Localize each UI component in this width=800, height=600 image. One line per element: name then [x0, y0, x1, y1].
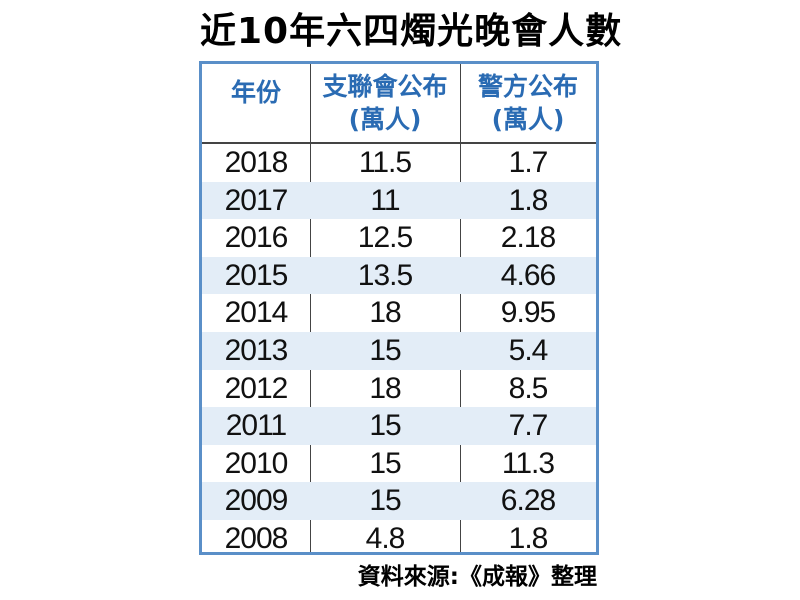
cell-police-count: 1.8 — [508, 521, 549, 555]
table-row: 2010 15 11.3 — [202, 445, 596, 483]
cell-alliance-count: 4.8 — [365, 521, 406, 555]
cell-year: 2008 — [224, 521, 289, 555]
cell-alliance-count: 12.5 — [357, 221, 413, 255]
cell-year: 2009 — [224, 484, 289, 518]
cell-alliance-count: 11 — [370, 183, 400, 217]
table-row: 2009 15 6.28 — [202, 482, 596, 520]
header-year-label: 年份 — [230, 78, 281, 107]
table-row: 2015 13.5 4.66 — [202, 256, 596, 295]
table-row: 2016 12.5 2.18 — [202, 219, 596, 257]
cell-alliance-count: 11.5 — [358, 146, 412, 179]
cell-police-count: 2.18 — [500, 221, 556, 255]
cell-police-count: 6.28 — [500, 484, 556, 518]
cell-alliance-count: 18 — [369, 371, 401, 405]
cell-police-count: 11.3 — [501, 446, 555, 480]
table-row: 2011 15 7.7 — [202, 407, 596, 445]
cell-year: 2010 — [224, 446, 289, 480]
table-row: 2018 11.5 1.7 — [202, 144, 596, 182]
cell-police-count: 1.7 — [508, 146, 549, 179]
data-table: 年份 支聯會公布 (萬人) 警方公布 (萬人) 2018 11.5 1.7 2017 1… — [199, 61, 599, 555]
cell-police-count: 9.95 — [500, 296, 556, 330]
header-alliance: 支聯會公布 (萬人) — [310, 64, 460, 142]
cell-year: 2018 — [224, 146, 289, 179]
cell-year: 2015 — [224, 258, 289, 292]
cell-police-count: 5.4 — [508, 333, 549, 367]
cell-year: 2013 — [224, 333, 289, 367]
chart-title: 近10年六四燭光晚會人數 — [200, 11, 623, 52]
table-row: 2008 4.8 1.8 — [202, 520, 596, 555]
table-body: 2018 11.5 1.7 2017 11 1.8 2016 12.5 2.18 2015 13.5… — [202, 144, 596, 555]
table-row: 2012 18 8.5 — [202, 370, 596, 408]
cell-alliance-count: 18 — [369, 296, 401, 330]
cell-year: 2014 — [224, 296, 289, 330]
cell-alliance-count: 13.5 — [357, 258, 413, 292]
header-alliance-label: 支聯會公布 — [322, 72, 448, 101]
cell-year: 2016 — [224, 221, 289, 255]
header-police: 警方公布 (萬人) — [460, 64, 596, 142]
cell-year: 2017 — [224, 183, 289, 217]
header-police-unit: (萬人) — [491, 105, 565, 134]
column-divider — [460, 64, 461, 552]
column-divider — [310, 64, 311, 552]
header-alliance-unit: (萬人) — [348, 105, 422, 134]
cell-police-count: 1.8 — [508, 183, 549, 217]
cell-alliance-count: 15 — [369, 409, 401, 443]
cell-alliance-count: 15 — [369, 446, 401, 480]
table-row: 2014 18 9.95 — [202, 294, 596, 332]
header-police-label: 警方公布 — [477, 72, 578, 101]
table-row: 2013 15 5.4 — [202, 331, 596, 370]
cell-alliance-count: 15 — [369, 333, 401, 367]
cell-police-count: 7.7 — [508, 409, 549, 443]
source-note: 資料來源:《成報》整理 — [357, 564, 597, 590]
cell-year: 2012 — [224, 371, 289, 405]
header-year: 年份 — [202, 64, 310, 142]
cell-police-count: 4.66 — [500, 258, 556, 292]
cell-police-count: 8.5 — [508, 371, 549, 405]
table-row: 2017 11 1.8 — [202, 181, 596, 220]
cell-alliance-count: 15 — [369, 484, 401, 518]
table-header: 年份 支聯會公布 (萬人) 警方公布 (萬人) — [202, 64, 596, 144]
cell-year: 2011 — [225, 409, 288, 443]
